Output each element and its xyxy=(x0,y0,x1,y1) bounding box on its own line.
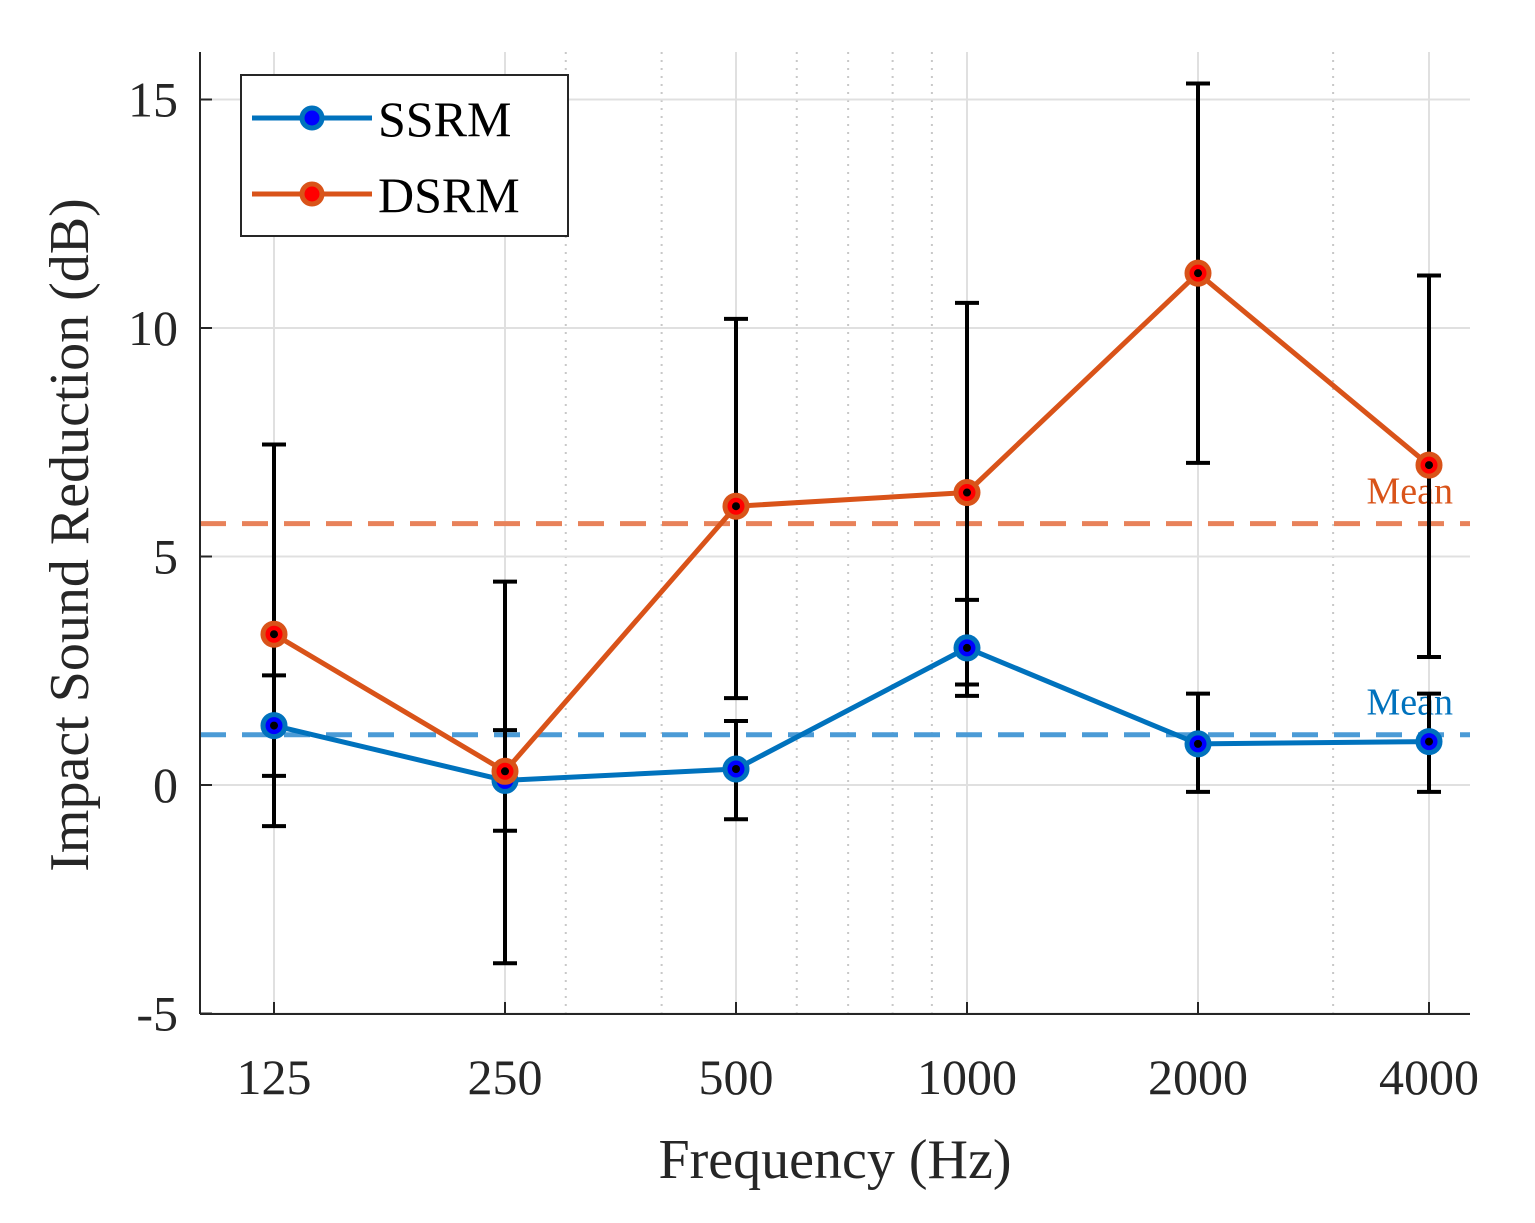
x-tick-labels: 125 250 500 1000 2000 4000 xyxy=(237,1049,1480,1105)
axes xyxy=(199,52,1470,1015)
point-center-ssrm xyxy=(270,721,278,730)
x-tick-label: 4000 xyxy=(1379,1049,1479,1105)
x-tick-label: 125 xyxy=(237,1049,312,1105)
x-tick-label: 1000 xyxy=(917,1049,1017,1105)
markers xyxy=(260,259,1443,794)
point-center-dsrm xyxy=(501,767,509,776)
y-tick-label: -5 xyxy=(136,986,178,1042)
point-center-ssrm xyxy=(1194,739,1202,748)
point-center-dsrm xyxy=(963,488,971,497)
series-line-ssrm xyxy=(273,645,1430,783)
y-tick-label: 10 xyxy=(128,300,178,356)
x-tick-label: 500 xyxy=(699,1049,774,1105)
legend-box xyxy=(240,74,569,237)
mean-lines: Mean Mean xyxy=(200,471,1470,738)
error-bars xyxy=(262,81,1441,966)
legend: SSRM DSRM xyxy=(240,74,569,237)
point-center-ssrm xyxy=(1425,737,1433,746)
y-axis-title: Impact Sound Reduction (dB) xyxy=(39,198,101,871)
point-center-ssrm xyxy=(963,643,971,652)
series-line-dsrm xyxy=(272,270,1431,774)
legend-label-dsrm: DSRM xyxy=(378,167,520,223)
x-tick-label: 250 xyxy=(468,1049,543,1105)
legend-label-ssrm: SSRM xyxy=(378,91,511,147)
legend-marker-ssrm xyxy=(299,105,325,131)
point-center-dsrm xyxy=(270,630,278,639)
y-tick-label: 5 xyxy=(153,529,178,585)
point-center-ssrm xyxy=(732,765,740,774)
mean-label-dsrm: Mean xyxy=(1366,471,1453,513)
point-center-dsrm xyxy=(732,502,740,511)
y-tick-label: 15 xyxy=(128,72,178,128)
y-tick-label: 0 xyxy=(153,757,178,813)
point-center-dsrm xyxy=(1425,461,1433,470)
series-lines xyxy=(272,270,1431,783)
x-axis-title: Frequency (Hz) xyxy=(659,1129,1012,1191)
legend-marker-dsrm xyxy=(299,181,325,207)
y-tick-labels: -5 0 5 10 15 xyxy=(128,72,178,1042)
point-center-dsrm xyxy=(1194,269,1202,278)
x-tick-label: 2000 xyxy=(1148,1049,1248,1105)
mean-label-ssrm: Mean xyxy=(1366,682,1453,724)
